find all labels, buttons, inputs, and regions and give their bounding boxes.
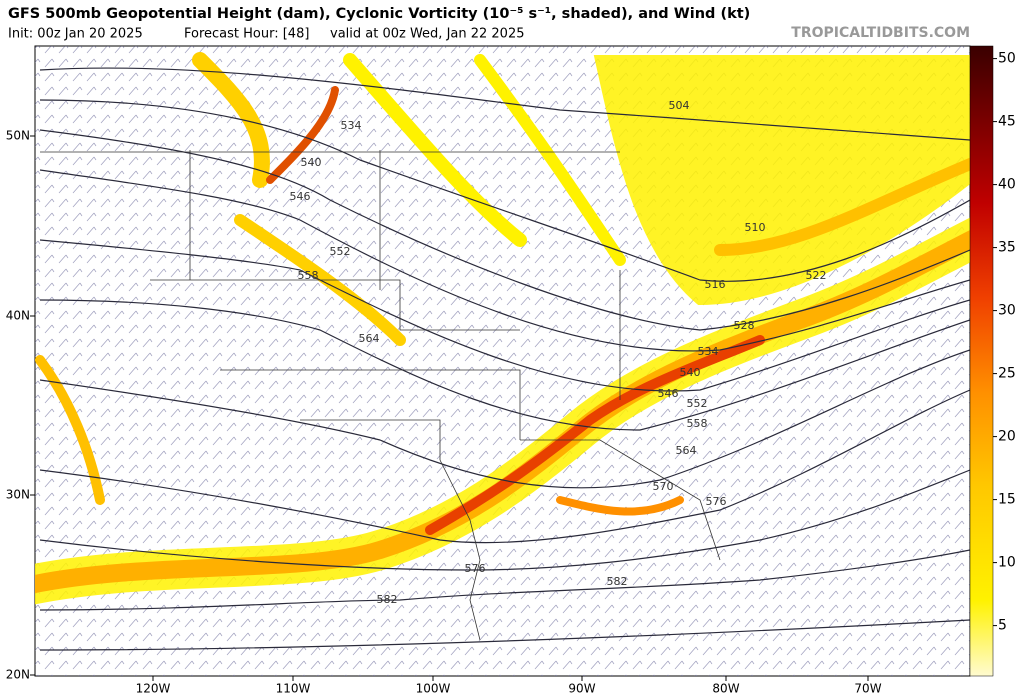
vorticity-shading (35, 52, 970, 605)
valid-time: valid at 00z Wed, Jan 22 2025 (330, 27, 525, 42)
colorbar (969, 45, 994, 677)
contour-label: 540 (680, 366, 701, 379)
contour-label: 546 (658, 387, 679, 400)
lat-label: 40N (6, 309, 30, 323)
watermark: TROPICALTIDBITS.COM (791, 25, 970, 41)
contour-label: 582 (377, 593, 398, 606)
contour-label: 576 (465, 562, 486, 575)
lon-label: 110W (276, 682, 311, 696)
map-body (35, 46, 970, 676)
contour-label: 534 (698, 345, 719, 358)
contour-label: 558 (687, 417, 708, 430)
lon-label: 80W (712, 682, 739, 696)
colorbar-label: 45 (998, 114, 1016, 130)
contour-label: 582 (607, 575, 628, 588)
lon-label: 70W (854, 682, 881, 696)
contour-label: 504 (669, 99, 690, 112)
contour-label: 540 (301, 156, 322, 169)
lat-label: 20N (6, 668, 30, 682)
contour-label: 570 (653, 480, 674, 493)
contour-label: 558 (298, 269, 319, 282)
colorbar-label: 5 (998, 618, 1007, 634)
contour-label: 528 (734, 319, 755, 332)
colorbar-label: 20 (998, 429, 1016, 445)
lon-label: 100W (416, 682, 451, 696)
contour-label: 552 (330, 245, 351, 258)
contour-label: 564 (359, 332, 380, 345)
colorbar-label: 15 (998, 492, 1016, 508)
colorbar-label: 10 (998, 555, 1016, 571)
borders (40, 150, 721, 641)
contour-label: 546 (290, 190, 311, 203)
colorbar-label: 50 (998, 51, 1016, 67)
lat-label: 30N (6, 488, 30, 502)
contour-label: 576 (706, 495, 727, 508)
colorbar-label: 35 (998, 240, 1016, 256)
lon-label: 120W (136, 682, 171, 696)
contour-label: 564 (676, 444, 697, 457)
init: Init: 00z Jan 20 2025 (8, 27, 143, 42)
colorbar-label: 25 (998, 366, 1016, 382)
contour-label: 534 (341, 119, 362, 132)
forecast-hour: Forecast Hour: [48] (184, 27, 309, 42)
title: GFS 500mb Geopotential Height (dam), Cyc… (8, 6, 750, 22)
colorbar-label: 40 (998, 177, 1016, 193)
height-contours (39, 67, 970, 651)
colorbar-label: 30 (998, 303, 1016, 319)
contour-label: 510 (745, 221, 766, 234)
contour-label: 522 (806, 269, 827, 282)
contour-label: 552 (687, 397, 708, 410)
lat-label: 50N (6, 129, 30, 143)
contour-label: 516 (705, 278, 726, 291)
lon-label: 90W (568, 682, 595, 696)
